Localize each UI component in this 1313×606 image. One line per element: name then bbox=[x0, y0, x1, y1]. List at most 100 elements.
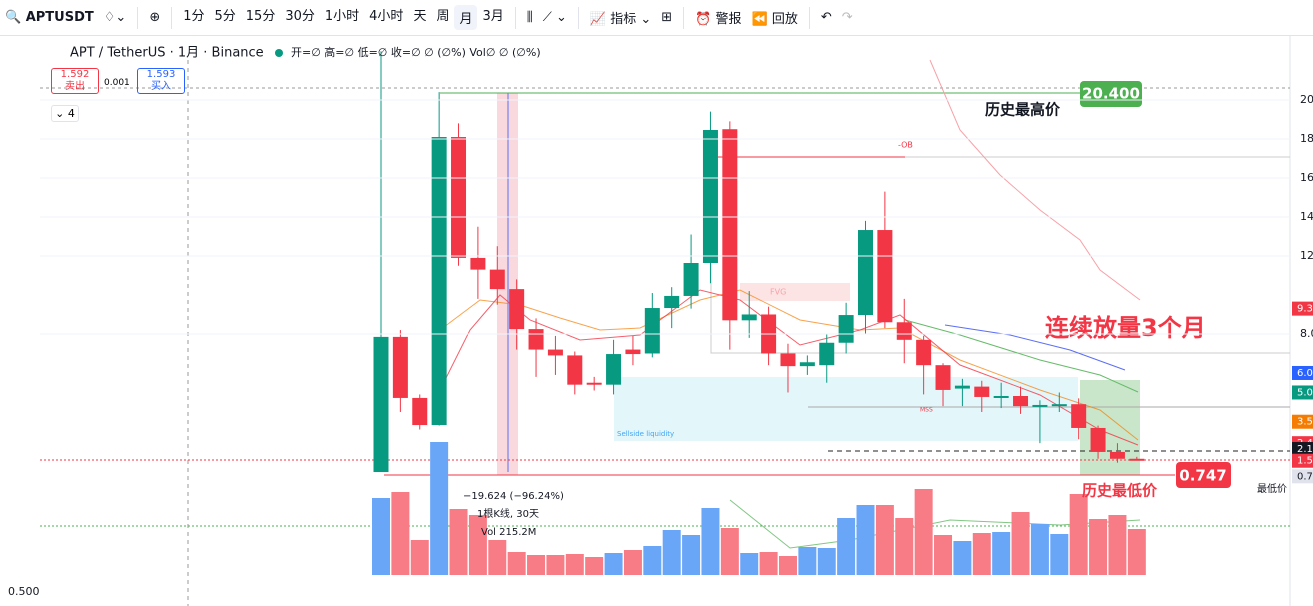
candle-body bbox=[993, 395, 1009, 398]
redo[interactable]: ↷ bbox=[841, 10, 853, 25]
mss-label: MSS bbox=[920, 407, 933, 414]
candle-body bbox=[528, 329, 544, 350]
interval[interactable]: 月 bbox=[454, 5, 478, 30]
price-tag bbox=[1292, 453, 1313, 468]
buy-label: 买入 bbox=[151, 81, 171, 92]
price-tag-label: 3.5 bbox=[1297, 417, 1313, 428]
price-tag-label: 1.5 bbox=[1297, 456, 1313, 467]
y-tick-label: 12 bbox=[1300, 249, 1313, 262]
price-tag bbox=[1292, 385, 1313, 400]
interval[interactable]: 4小时 bbox=[369, 9, 404, 24]
volume-bar bbox=[1030, 524, 1049, 575]
undo[interactable]: ↶ bbox=[820, 10, 832, 25]
buy-price: 1.593 bbox=[146, 69, 176, 80]
ma-line bbox=[929, 59, 1141, 301]
atl-price: 0.747 bbox=[1179, 467, 1226, 485]
volume-bar bbox=[662, 530, 681, 575]
candle-body bbox=[412, 397, 428, 426]
interval[interactable]: 周 bbox=[436, 9, 450, 24]
sell-label: 卖出 bbox=[65, 81, 85, 92]
volume-bar bbox=[837, 518, 856, 575]
volume-bar bbox=[972, 533, 991, 575]
volume-bar bbox=[410, 540, 429, 575]
chart-type[interactable]: ⫼ bbox=[526, 10, 533, 25]
measure-vol: Vol 215.2M bbox=[481, 527, 536, 538]
volume-bar bbox=[565, 554, 584, 575]
candle-body bbox=[838, 315, 854, 343]
add[interactable]: ⊕ bbox=[149, 10, 161, 25]
interval[interactable]: 3月 bbox=[482, 9, 504, 24]
interval[interactable]: 天 bbox=[413, 9, 427, 24]
y-tick-label: 20 bbox=[1300, 93, 1313, 106]
indicators[interactable]: 📈 指标 ⌄ bbox=[589, 12, 652, 27]
measure-bars: 1根K线, 30天 bbox=[477, 507, 539, 520]
sell-price: 1.592 bbox=[60, 69, 90, 80]
candle-body bbox=[741, 314, 757, 321]
interval[interactable]: 15分 bbox=[245, 9, 276, 24]
volume-bar bbox=[740, 553, 759, 575]
intervals: 1分 5分 15分 30分 1小时 4小时天周月 3月 bbox=[178, 5, 509, 30]
candle-body bbox=[431, 137, 447, 426]
line-tool[interactable]: ⟋ ⌄ bbox=[542, 10, 567, 25]
liquidity-zone bbox=[614, 377, 1078, 441]
price-tag-label: 0.7 bbox=[1297, 471, 1313, 482]
symbol[interactable]: 🔍 APTUSDT bbox=[5, 10, 94, 25]
sell-button[interactable]: 1.592 卖出 bbox=[51, 68, 99, 94]
candle-body bbox=[916, 339, 932, 366]
price-tag bbox=[1292, 301, 1313, 316]
candle-body bbox=[606, 354, 622, 385]
toolbar: 🔍 APTUSDT ♢⌄ ⊕ 1分 5分 15分 30分 1小时 4小时天周月 3月 ⫼ ⟋ … bbox=[0, 0, 1313, 36]
liquidity-label: Sellside liquidity bbox=[617, 430, 674, 438]
ob-label: -OB bbox=[898, 141, 913, 150]
volume-bar bbox=[372, 498, 390, 575]
candle-body bbox=[896, 322, 912, 340]
alert[interactable]: ⏰ 警报 bbox=[695, 12, 742, 27]
candle-body bbox=[392, 336, 408, 398]
volume-bar bbox=[449, 509, 468, 575]
price-tag-label: 2.1 bbox=[1297, 444, 1313, 455]
price-tag-label: 9.3 bbox=[1297, 304, 1313, 315]
volume-bar bbox=[527, 555, 546, 575]
volume-bar bbox=[488, 540, 507, 575]
candle-body bbox=[799, 362, 815, 367]
volume-bar bbox=[759, 552, 778, 575]
symbol-text: APTUSDT bbox=[25, 10, 94, 25]
layouts[interactable]: ⊞ bbox=[661, 10, 673, 25]
collapse-button[interactable]: ⌄ 4 bbox=[51, 105, 79, 122]
interval[interactable]: 30分 bbox=[285, 9, 315, 24]
candle-body bbox=[702, 130, 718, 263]
candle-body bbox=[722, 129, 738, 321]
interval[interactable]: 1小时 bbox=[324, 9, 360, 24]
volume-bar bbox=[1011, 512, 1030, 575]
ma-line bbox=[439, 289, 1139, 441]
buy-button[interactable]: 1.593 买入 bbox=[137, 68, 185, 94]
candle-body bbox=[1051, 404, 1067, 407]
volume-bar bbox=[934, 535, 953, 575]
legend-ohlc: 开=∅ 高=∅ 低=∅ 收=∅ ∅ (∅%) Vol∅ ∅ (∅%) bbox=[291, 45, 541, 59]
volume-bar bbox=[992, 532, 1011, 575]
candle-body bbox=[780, 353, 796, 367]
candle-body bbox=[470, 257, 486, 270]
volume-bar bbox=[682, 535, 701, 575]
volume-bar bbox=[1089, 519, 1108, 575]
fvg-label: FVG bbox=[770, 288, 786, 297]
fav[interactable]: ♢⌄ bbox=[103, 10, 127, 25]
candle-body bbox=[819, 342, 835, 366]
interval[interactable]: 5分 bbox=[214, 9, 236, 24]
price-tag bbox=[1292, 414, 1313, 429]
candle-body bbox=[567, 355, 583, 385]
price-tag bbox=[1292, 469, 1313, 484]
volume-bar bbox=[546, 555, 565, 575]
ath-tag bbox=[1080, 81, 1142, 107]
atl-tag bbox=[1176, 462, 1231, 488]
replay[interactable]: ⏪ 回放 bbox=[751, 12, 798, 27]
volume-bar bbox=[914, 489, 933, 575]
volume-bar bbox=[720, 528, 739, 575]
price-tag-label: 5.0 bbox=[1297, 387, 1313, 398]
candle-body bbox=[547, 349, 563, 356]
interval[interactable]: 1分 bbox=[183, 9, 205, 24]
candle-body bbox=[1129, 458, 1145, 461]
y-tick-label: 18 bbox=[1300, 132, 1313, 145]
